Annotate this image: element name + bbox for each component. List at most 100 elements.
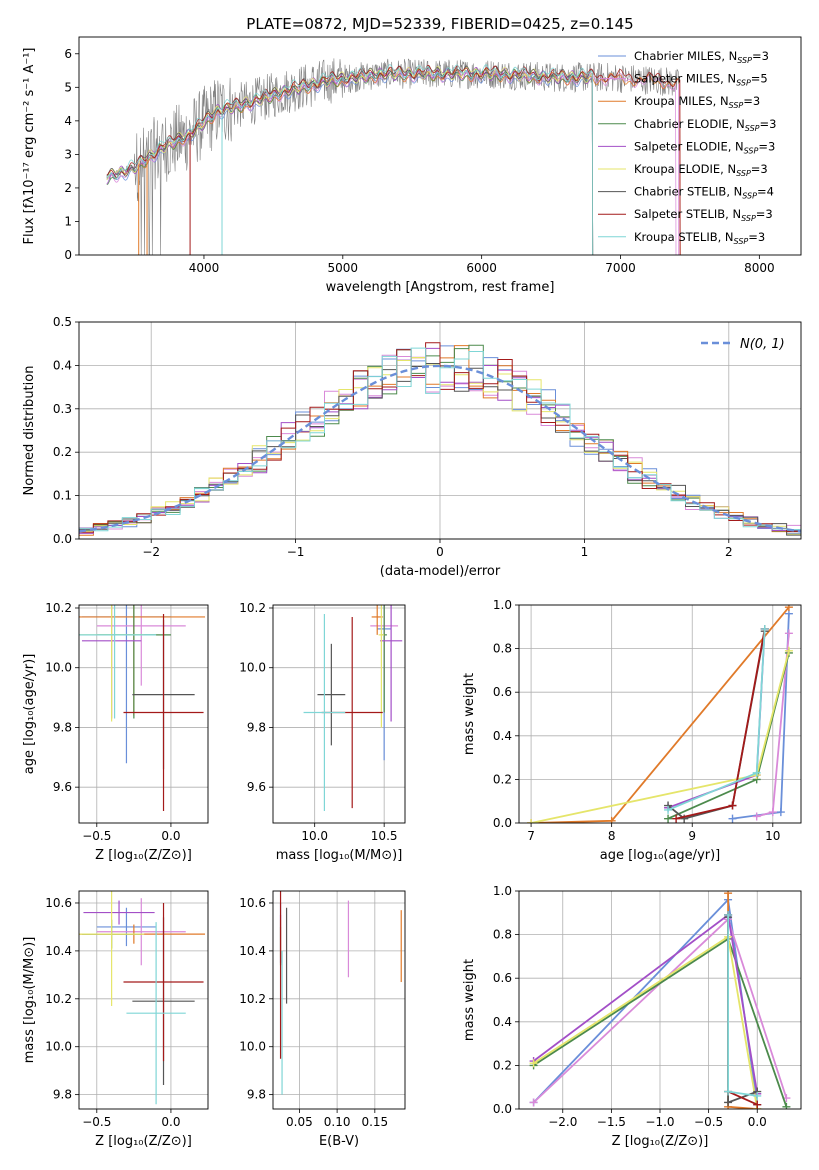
mass-weight-marker xyxy=(784,605,793,612)
axes-frame xyxy=(78,604,209,824)
x-axis-label: Z [log₁₀(Z/Z⊙)] xyxy=(95,1134,192,1149)
age_vs_mass-panel: 10.0 10.5 9.6 9.8 10.0 10.2 mass [log₁₀(M/M⊙)] xyxy=(239,601,406,863)
x-tick-label: 0.10 xyxy=(324,1115,351,1129)
mass-weight-marker xyxy=(529,1059,538,1068)
mass-weight-marker xyxy=(724,1098,733,1107)
y-tick-label: 9.6 xyxy=(247,780,266,794)
legend-entry: Chabrier STELIB, NSSP=4 xyxy=(634,185,774,201)
mass-weight-marker xyxy=(752,768,761,777)
y-tick-label: 10.6 xyxy=(239,896,266,910)
model-spectrum-line xyxy=(106,69,677,255)
x-tick-label: 8000 xyxy=(744,261,775,275)
mass_vs_ebv-plot-area xyxy=(279,891,402,1095)
x-tick-label: 0.15 xyxy=(361,1115,388,1129)
y-axis-label: Normed distribution xyxy=(22,366,37,496)
x-tick-label: 0.0 xyxy=(161,1115,180,1129)
y-tick-label: 0.2 xyxy=(493,772,512,786)
mass-weight-marker xyxy=(752,812,761,821)
y-tick-label: 10.2 xyxy=(239,992,266,1006)
mass-weight-marker xyxy=(728,814,737,823)
mass-weight-marker xyxy=(724,891,733,898)
legend-entry: Salpeter ELODIE, NSSP=3 xyxy=(634,139,775,155)
x-axis-label: E(B-V) xyxy=(319,1134,359,1149)
x-tick-label: −1.0 xyxy=(645,1115,674,1129)
y-tick-label: 0 xyxy=(64,248,72,262)
y-tick-label: 0.3 xyxy=(53,402,72,416)
x-tick-label: 0.0 xyxy=(748,1115,767,1129)
y-tick-label: 9.8 xyxy=(247,1088,266,1102)
y-tick-label: 0.0 xyxy=(53,532,72,546)
mass-weight-marker xyxy=(760,624,769,633)
mass-weight-marker xyxy=(776,808,785,817)
age_vs_Z-panel: −0.5 0.0 9.6 9.8 10.0 10.2 Z [log₁₀(Z/Z⊙)] age … xyxy=(22,601,209,863)
x-tick-label: 10.0 xyxy=(301,829,328,843)
x-tick-label: 7000 xyxy=(605,261,636,275)
model-spectrum-line xyxy=(106,64,681,255)
y-tick-label: 0.4 xyxy=(493,729,512,743)
y-tick-label: 10.0 xyxy=(239,661,266,675)
spectrum-legend: Chabrier MILES, NSSP=3 Salpeter MILES, NS… xyxy=(598,49,776,246)
mass-weight-marker xyxy=(724,910,733,919)
y-tick-label: 10.0 xyxy=(45,661,72,675)
y-tick-label: 0.8 xyxy=(493,642,512,656)
x-axis-label: (data-model)/error xyxy=(380,564,501,579)
y-axis-label: age [log₁₀(age/yr)] xyxy=(22,654,37,775)
y-tick-label: 2 xyxy=(64,181,72,195)
x-axis-label: wavelength [Angstrom, rest frame] xyxy=(326,280,555,295)
mass-weight-marker xyxy=(784,629,793,638)
mass_weight_vs_age-panel: 7 8 9 10 0.0 0.2 0.4 0.6 0.8 1.0 age [log₁₀(age/yr… xyxy=(462,598,802,863)
legend-entry: Chabrier ELODIE, NSSP=3 xyxy=(634,117,776,133)
axes-frame xyxy=(272,604,406,824)
mass_weight_vs_Z-panel: −2.0 −1.5 −1.0 −0.5 0.0 0.0 0.2 0.4 0.6 0.8 1.0 Z [… xyxy=(462,884,802,1149)
y-tick-label: 0.4 xyxy=(53,358,72,372)
x-axis-label: Z [log₁₀(Z/Z⊙)] xyxy=(95,848,192,863)
mass-weight-line xyxy=(530,650,790,823)
mass-weight-line xyxy=(531,606,790,823)
age_vs_mass-plot-area xyxy=(303,605,403,812)
x-axis-label: mass [log₁₀(M/M⊙)] xyxy=(276,848,403,863)
y-tick-label: 10.4 xyxy=(239,944,266,958)
residual-histogram-step xyxy=(79,347,801,537)
y-tick-label: 9.8 xyxy=(247,720,266,734)
model-spectrum-line xyxy=(106,67,594,255)
y-tick-label: 0.0 xyxy=(493,1102,512,1116)
axes-frame xyxy=(78,890,209,1110)
legend-entry: N(0, 1) xyxy=(740,337,785,352)
mass-weight-marker xyxy=(728,801,737,810)
x-tick-label: 2 xyxy=(725,545,733,559)
y-tick-label: 0.6 xyxy=(493,971,512,985)
mass-weight-marker xyxy=(664,814,673,823)
y-tick-label: 0.0 xyxy=(493,816,512,830)
y-tick-label: 0.8 xyxy=(493,928,512,942)
mass_vs_ebv-panel: 0.05 0.10 0.15 9.8 10.0 10.2 10.4 10.6 E(B-V) xyxy=(239,890,406,1149)
x-tick-label: 4000 xyxy=(189,261,220,275)
mass-weight-marker xyxy=(664,805,673,814)
mass-weight-line xyxy=(533,935,759,1109)
x-tick-label: −2.0 xyxy=(548,1115,577,1129)
x-tick-label: −2 xyxy=(142,545,160,559)
y-tick-label: 9.8 xyxy=(53,1088,72,1102)
x-tick-label: 10.5 xyxy=(371,829,398,843)
y-tick-label: 6 xyxy=(64,47,72,61)
legend-entry: Chabrier MILES, NSSP=3 xyxy=(634,49,769,65)
mass_vs_Z-panel: −0.5 0.0 9.8 10.0 10.2 10.4 10.6 Z [log₁₀(Z/Z⊙)… xyxy=(22,890,209,1149)
legend-entry: Salpeter MILES, NSSP=5 xyxy=(634,72,768,88)
axes-frame xyxy=(78,36,802,256)
y-axis-label: mass [log₁₀(M/M⊙)] xyxy=(22,937,37,1064)
axes-frame xyxy=(78,321,802,540)
axes-frame xyxy=(518,890,802,1110)
model-spectrum-line xyxy=(106,65,594,255)
residuals-panel: −2 −1 0 1 2 0.0 0.1 0.2 0.3 0.4 0.5 (data-model)/er… xyxy=(22,315,802,579)
age_vs_Z-plot-area xyxy=(79,605,206,812)
mass-weight-line xyxy=(532,897,759,1105)
legend-entry: Kroupa MILES, NSSP=3 xyxy=(634,94,760,110)
y-tick-label: 5 xyxy=(64,80,72,94)
legend-entry: Salpeter STELIB, NSSP=3 xyxy=(634,207,773,223)
x-tick-label: −0.5 xyxy=(694,1115,723,1129)
x-tick-label: 1 xyxy=(581,545,589,559)
model-spectrum-line xyxy=(138,68,681,255)
y-axis-label: mass weight xyxy=(462,959,477,1041)
mass-weight-marker xyxy=(529,1098,538,1107)
mass-weight-marker xyxy=(672,814,681,823)
